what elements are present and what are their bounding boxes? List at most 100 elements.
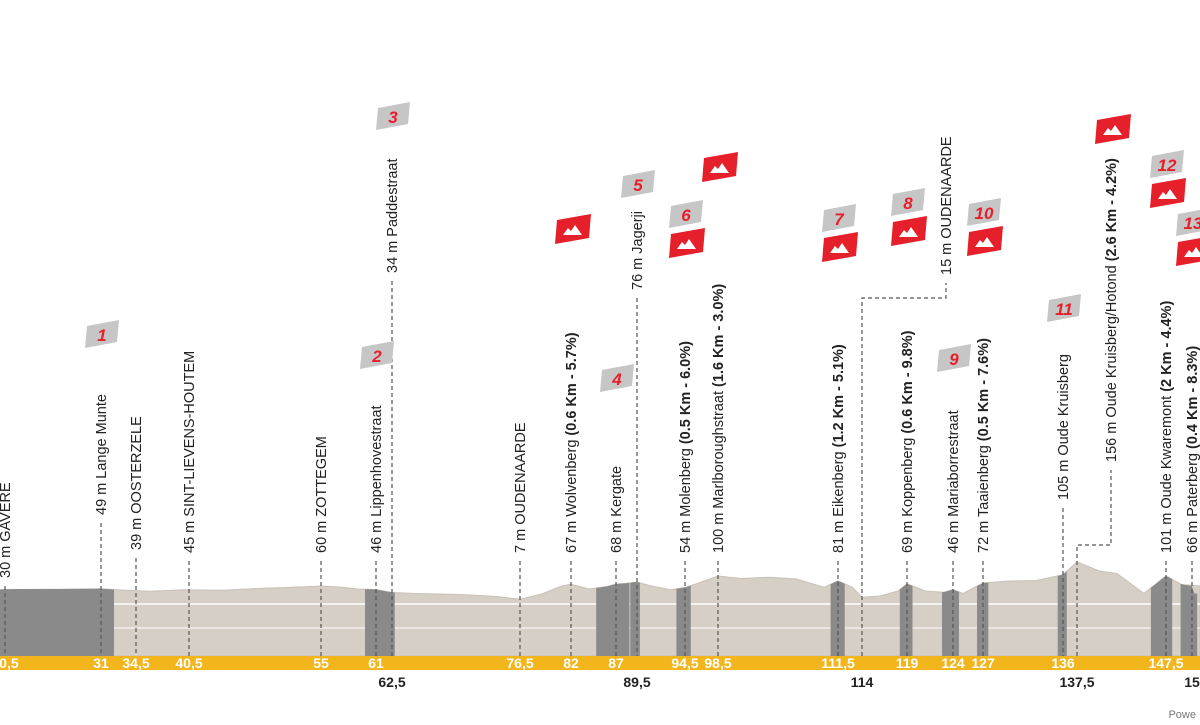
waypoint-label: 101 m Oude Kwaremont (2 Km - 4.4%) [1159,301,1175,553]
waypoint-elev: 60 m [314,521,330,553]
km-label: 119 [896,655,919,671]
waypoint-label: 15 m OUDENAARDE [939,136,955,275]
climb-number-flag [600,364,634,392]
climb-section [630,582,640,656]
climb-number: 4 [611,370,622,389]
waypoint-label: 45 m SINT-LIEVENS-HOUTEM [182,351,198,553]
waypoint-label: 100 m Marlboroughstraat (1.6 Km - 3.0%) [711,284,727,553]
waypoint-elev: 100 m [711,513,727,553]
waypoint-name: Molenberg [678,448,694,517]
climb-number-flag [669,200,703,228]
waypoint-name: Eikenberg [831,451,847,516]
climb-number: 11 [1055,300,1073,319]
waypoint-elev: 45 m [182,521,198,553]
climb-section [942,589,959,656]
waypoint-elev: 15 m [939,243,955,275]
climb-number-flag [1176,209,1200,236]
climb-section [1150,576,1173,656]
climb-number: 5 [633,176,643,195]
mountain-icon [975,237,994,247]
km-label: 15 [1184,674,1200,690]
waypoint-detail: (0.6 Km - 5.7%) [564,332,580,435]
waypoint-name: OUDENAARDE [939,136,955,239]
climb-number: 13 [1184,214,1200,233]
climb-section [899,584,913,656]
waypoint-name: Oude Kruisberg [1056,354,1072,456]
km-label: 31 [93,655,109,671]
climb-number: 8 [903,194,913,213]
credit-text: Powe [1168,709,1196,721]
waypoint-elev: 54 m [678,521,694,553]
waypoint-name: Paterberg [1185,453,1200,517]
mountain-icon [899,227,918,237]
climb-section [676,585,691,656]
climb-number-flag [621,170,655,198]
waypoint-label: 60 m ZOTTEGEM [314,436,330,553]
waypoint-elev: 105 m [1056,460,1072,500]
km-label: 55 [313,655,329,671]
waypoint-name: Jagerji [630,211,646,254]
waypoint-name: GAVERE [0,482,14,542]
climb-number: 1 [97,326,106,345]
climb-number: 2 [371,347,382,366]
waypoint-elev: 101 m [1159,513,1175,553]
climb-number: 9 [949,350,959,369]
waypoint-name: Oude Kruisberg/Hotond [1104,265,1120,417]
waypoint-name: OUDENAARDE [513,422,529,525]
waypoint-label: 7 m OUDENAARDE [513,422,529,553]
km-label: 137,5 [1059,674,1094,690]
waypoint-name: Marlboroughstraat [711,391,727,509]
waypoint-name: Oude Kwaremont [1159,396,1175,509]
climb-number-flag [967,198,1001,226]
waypoint-detail: (1.6 Km - 3.0%) [711,284,727,387]
km-label: 62,5 [378,674,405,690]
km-label: 127 [971,655,995,671]
waypoint-detail: (2 Km - 4.4%) [1159,301,1175,392]
climb-number: 3 [388,108,398,127]
climb-section [0,588,114,656]
waypoint-elev: 81 m [831,521,847,553]
climb-number-flag [360,341,394,369]
climb-number-flag [937,344,971,372]
mountain-icon [1103,125,1122,135]
climb-number: 6 [681,206,691,225]
climb-number-flag [376,102,410,130]
waypoint-labels: 30 m GAVERE 49 m Lange Munte 39 m OOSTERZE… [0,136,1200,578]
km-label: 30,5 [0,655,19,671]
climb-number: 10 [975,204,994,223]
waypoint-label: 67 m Wolvenberg (0.6 Km - 5.7%) [564,332,580,553]
waypoint-detail: (1.2 Km - 5.1%) [831,344,847,447]
waypoint-elev: 46 m [369,521,385,553]
waypoint-label: 105 m Oude Kruisberg [1056,354,1072,500]
waypoint-elev: 49 m [94,483,110,515]
waypoint-label: 66 m Paterberg (0.4 Km - 8.3%) [1185,346,1200,553]
waypoint-elev: 39 m [129,518,145,550]
waypoint-detail: (0.4 Km - 8.3%) [1185,346,1200,449]
mountain-icon [830,243,849,253]
waypoint-detail: (2.6 Km - 4.2%) [1104,158,1120,261]
climb-number-flag [822,204,856,232]
waypoint-leaders [4,281,1193,656]
climb-section [365,589,395,656]
waypoint-elev: 156 m [1104,422,1120,462]
waypoint-label: 156 m Oude Kruisberg/Hotond (2.6 Km - 4.… [1104,158,1120,462]
climb-section [1180,583,1198,656]
km-label: 40,5 [175,655,202,671]
mountain-icon [1184,247,1200,257]
km-label: 147,5 [1148,655,1183,671]
waypoint-label: 54 m Molenberg (0.5 Km - 6.0%) [678,341,694,553]
leader-line [861,283,947,656]
waypoint-name: Wolvenberg [564,440,580,517]
leader-line [1076,470,1112,656]
waypoint-name: Lange Munte [94,394,110,479]
waypoint-elev: 46 m [946,521,962,553]
climb-number-flag [891,188,925,216]
mountain-icon [677,239,696,249]
km-label: 89,5 [623,674,650,690]
km-label: 61 [368,655,384,671]
waypoint-name: ZOTTEGEM [314,436,330,517]
mountain-icon [563,225,582,235]
mountain-icon [710,163,729,173]
waypoint-label: 69 m Koppenberg (0.6 Km - 9.8%) [900,330,916,553]
